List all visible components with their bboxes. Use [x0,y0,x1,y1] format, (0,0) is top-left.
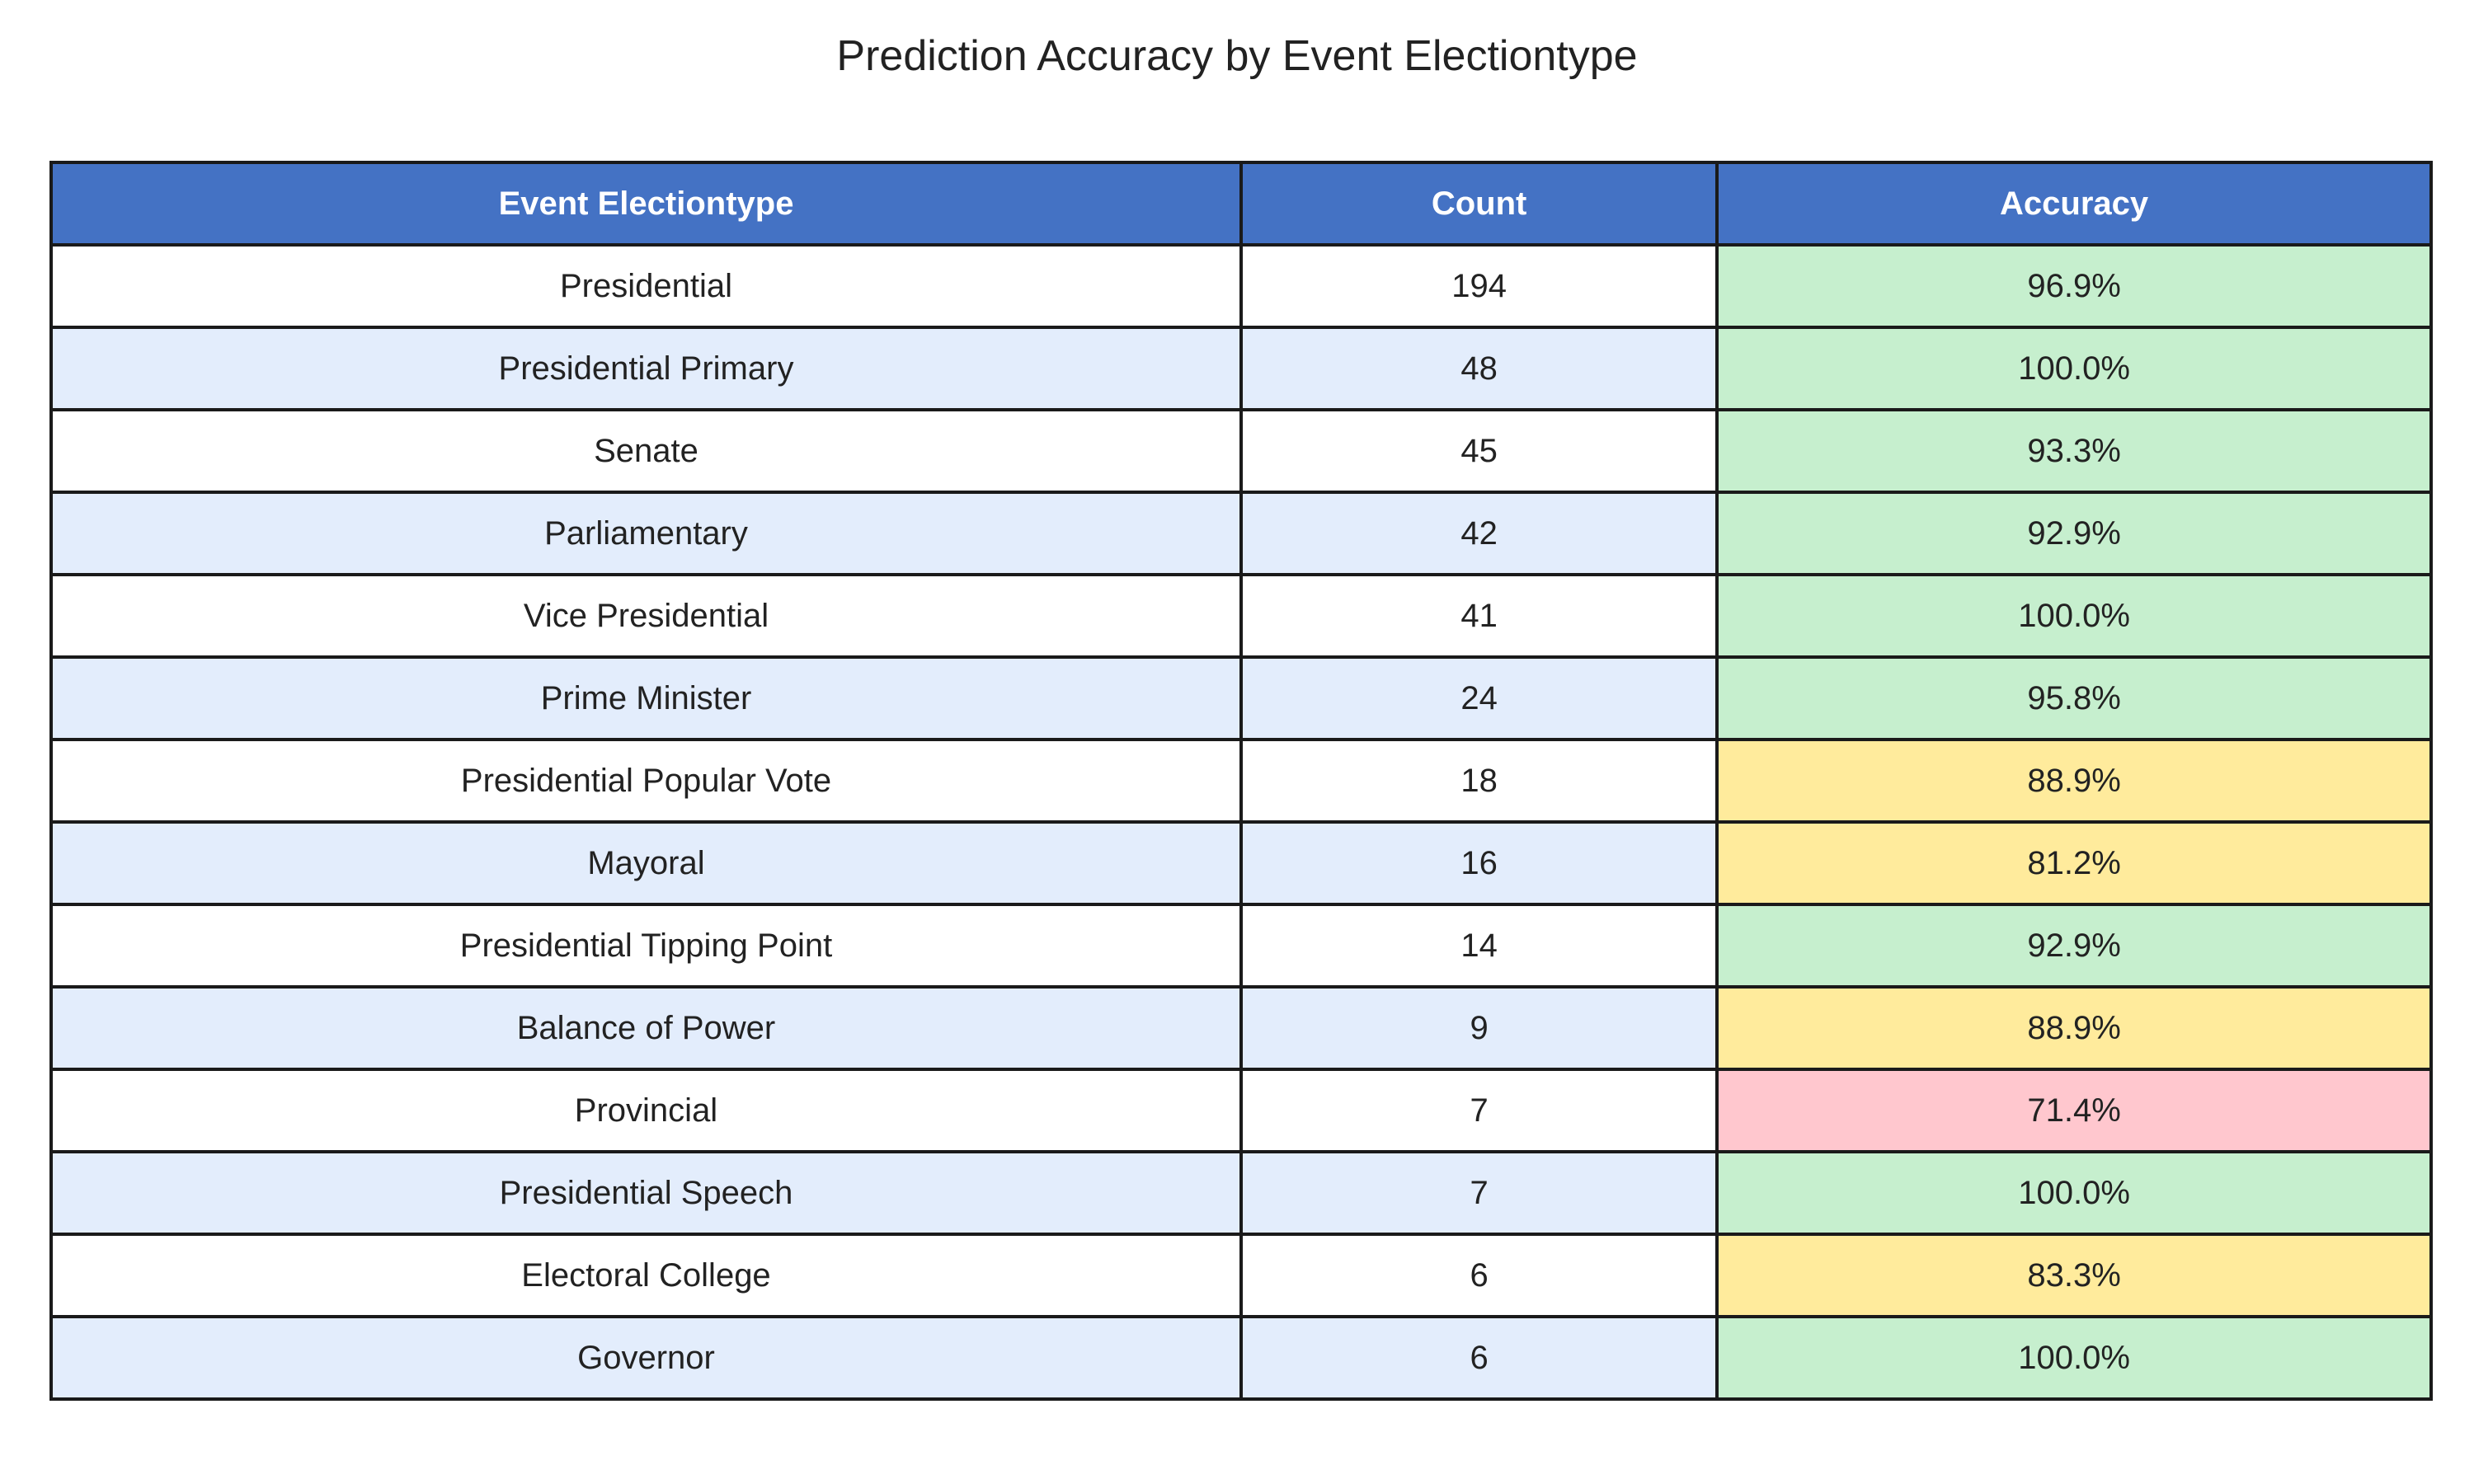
cell-event-electiontype: Mayoral [49,820,1243,906]
cell-accuracy: 93.3% [1715,408,2433,494]
cell-event-electiontype: Presidential Popular Vote [49,738,1243,824]
header-event-electiontype: Event Electiontype [49,161,1243,247]
accuracy-table: Event Electiontype Count Accuracy Presid… [49,161,2433,1401]
cell-event-electiontype: Presidential Speech [49,1150,1243,1236]
cell-event-electiontype: Balance of Power [49,985,1243,1071]
table-row: Prime Minister 24 95.8% [49,655,2433,741]
table-row: Vice Presidential 41 100.0% [49,573,2433,659]
table-row: Governor 6 100.0% [49,1315,2433,1401]
cell-count: 18 [1239,738,1719,824]
table-row: Balance of Power 9 88.9% [49,985,2433,1071]
cell-count: 16 [1239,820,1719,906]
cell-event-electiontype: Parliamentary [49,491,1243,576]
cell-accuracy: 81.2% [1715,820,2433,906]
table-row: Senate 45 93.3% [49,408,2433,494]
cell-accuracy: 83.3% [1715,1233,2433,1318]
table-header-row: Event Electiontype Count Accuracy [49,161,2433,247]
cell-accuracy: 95.8% [1715,655,2433,741]
cell-event-electiontype: Electoral College [49,1233,1243,1318]
cell-count: 7 [1239,1068,1719,1153]
cell-event-electiontype: Provincial [49,1068,1243,1153]
cell-event-electiontype: Prime Minister [49,655,1243,741]
cell-accuracy: 88.9% [1715,985,2433,1071]
cell-accuracy: 96.9% [1715,243,2433,329]
table-row: Provincial 7 71.4% [49,1068,2433,1153]
cell-event-electiontype: Governor [49,1315,1243,1401]
table-row: Presidential 194 96.9% [49,243,2433,329]
table-row: Presidential Tipping Point 14 92.9% [49,903,2433,989]
cell-count: 6 [1239,1315,1719,1401]
cell-event-electiontype: Senate [49,408,1243,494]
table-row: Electoral College 6 83.3% [49,1233,2433,1318]
table-row: Presidential Popular Vote 18 88.9% [49,738,2433,824]
cell-accuracy: 88.9% [1715,738,2433,824]
header-count: Count [1239,161,1719,247]
cell-event-electiontype: Presidential [49,243,1243,329]
cell-count: 7 [1239,1150,1719,1236]
table-row: Parliamentary 42 92.9% [49,491,2433,576]
cell-count: 194 [1239,243,1719,329]
cell-event-electiontype: Vice Presidential [49,573,1243,659]
chart-title: Prediction Accuracy by Event Electiontyp… [836,32,1638,80]
cell-accuracy: 100.0% [1715,326,2433,411]
table-row: Presidential Primary 48 100.0% [49,326,2433,411]
cell-accuracy: 100.0% [1715,1315,2433,1401]
table-row: Presidential Speech 7 100.0% [49,1150,2433,1236]
cell-accuracy: 71.4% [1715,1068,2433,1153]
cell-count: 14 [1239,903,1719,989]
cell-count: 41 [1239,573,1719,659]
table-row: Mayoral 16 81.2% [49,820,2433,906]
cell-count: 42 [1239,491,1719,576]
table-body: Presidential 194 96.9% Presidential Primary… [49,243,2433,1401]
cell-accuracy: 100.0% [1715,1150,2433,1236]
cell-accuracy: 100.0% [1715,573,2433,659]
cell-event-electiontype: Presidential Primary [49,326,1243,411]
header-accuracy: Accuracy [1715,161,2433,247]
cell-count: 6 [1239,1233,1719,1318]
cell-count: 48 [1239,326,1719,411]
cell-count: 45 [1239,408,1719,494]
cell-event-electiontype: Presidential Tipping Point [49,903,1243,989]
cell-count: 9 [1239,985,1719,1071]
cell-accuracy: 92.9% [1715,903,2433,989]
cell-count: 24 [1239,655,1719,741]
cell-accuracy: 92.9% [1715,491,2433,576]
